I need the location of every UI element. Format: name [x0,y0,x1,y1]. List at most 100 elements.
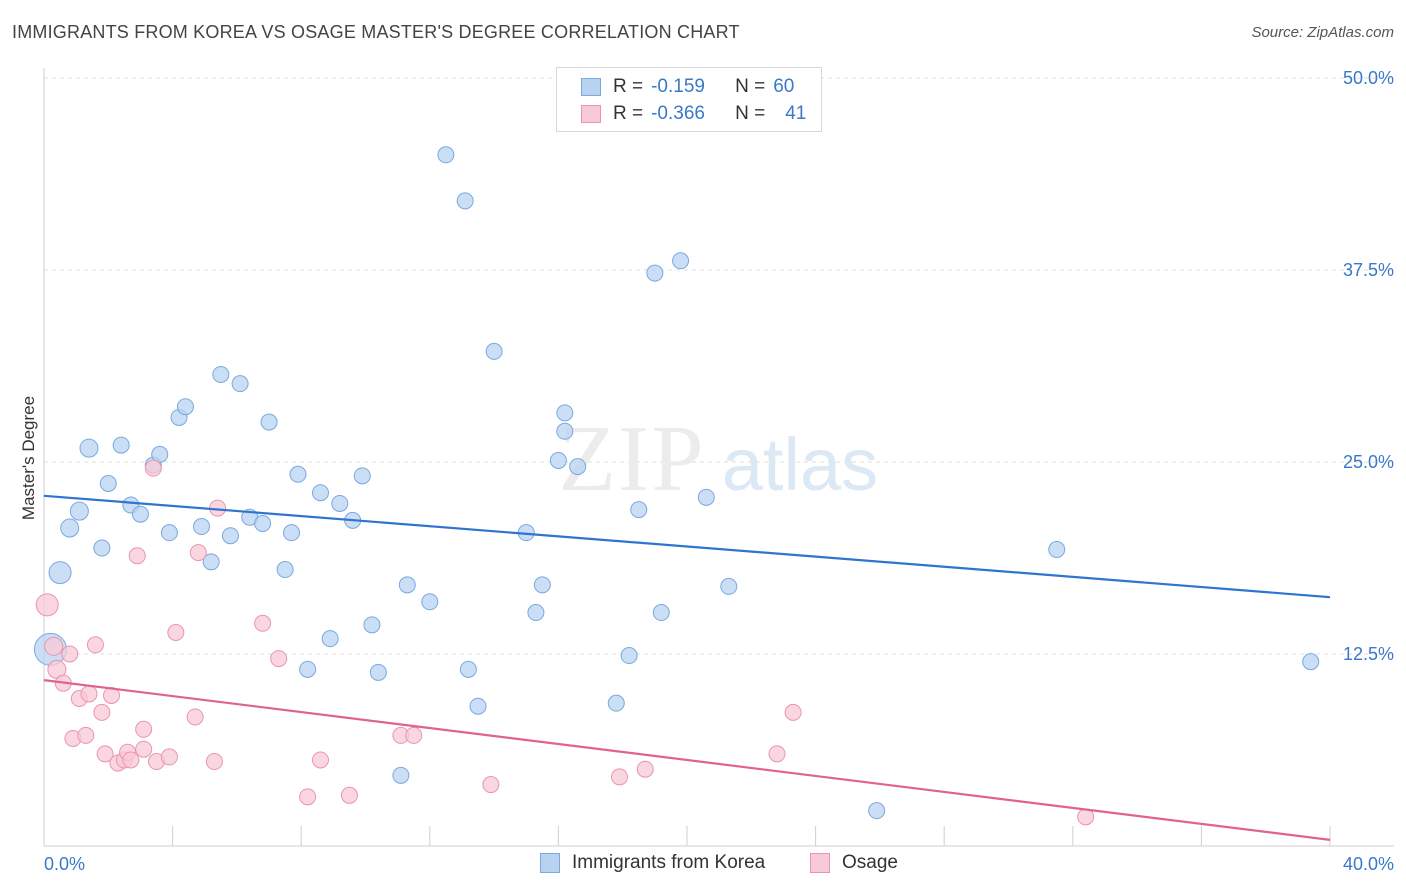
data-point [610,768,628,786]
data-point [93,703,111,721]
legend-n-label: N = [735,76,766,97]
data-point [122,751,140,769]
data-point [289,465,307,483]
data-point [254,514,272,532]
series-swatch-osage [810,853,830,873]
legend-n-value: 41 [785,103,807,124]
data-point [160,748,178,766]
legend-n-value: 60 [773,76,795,97]
data-point [363,616,381,634]
data-point [205,753,223,771]
data-point [231,375,249,393]
data-point [48,561,72,585]
data-point [646,264,664,282]
watermark-atlas: atlas [722,423,878,506]
data-point [672,252,690,270]
legend-swatch-osage [581,105,601,123]
data-point [1302,653,1320,671]
series-legend-osage[interactable]: Osage [810,852,898,874]
x-tick-label-min: 0.0% [44,854,85,874]
data-point [652,604,670,622]
data-point [482,776,500,794]
data-point [1048,541,1066,559]
data-point [86,636,104,654]
data-point [151,445,169,463]
data-point [254,614,272,632]
data-point [697,488,715,506]
data-point [456,192,474,210]
data-point [527,604,545,622]
y-tick-label: 37.5% [1343,260,1394,280]
data-point [176,398,194,416]
data-point [96,745,114,763]
data-point [193,518,211,536]
series-legend-korea[interactable]: Immigrants from Korea [540,852,765,874]
legend-swatch-korea [581,78,601,96]
data-point [276,561,294,579]
data-point [44,636,64,656]
legend-r-label: R = [613,103,644,124]
data-point [607,694,625,712]
data-point [135,720,153,738]
data-point [459,660,477,678]
legend-row-osage: R = -0.366 N = 41 [581,101,806,127]
data-point [768,745,786,763]
data-point [331,494,349,512]
data-point [80,685,98,703]
trend-line-korea [43,494,1331,599]
data-point [61,645,79,663]
data-point [112,436,130,454]
data-point [167,623,185,641]
legend-n-label: N = [735,103,766,124]
data-point [221,527,239,545]
axes [43,68,1394,847]
data-point [60,518,80,538]
data-point [135,740,153,758]
data-point [131,505,149,523]
data-point [260,413,278,431]
data-point [405,726,423,744]
legend-r-value: -0.366 [651,103,705,124]
data-point [549,451,567,469]
data-point [533,576,551,594]
y-tick-label: 25.0% [1343,452,1394,472]
data-point [186,708,204,726]
data-series [33,146,1320,826]
y-axis-title: Master's Degree [19,396,38,520]
data-point [485,342,503,360]
legend-r-value: -0.159 [651,76,705,97]
data-point [784,703,802,721]
data-point [69,501,89,521]
data-point [144,459,162,477]
watermark-zip: ZIP [559,407,706,511]
data-point [299,660,317,678]
data-point [569,458,587,476]
data-point [556,404,574,422]
data-point [311,484,329,502]
data-point [369,663,387,681]
trend-line-osage [43,679,1331,841]
trend-lines [43,494,1331,841]
source-label: Source: ZipAtlas.com [1251,24,1394,41]
data-point [620,647,638,665]
legend-row-korea: R = -0.159 N = 60 [581,74,794,100]
data-point [202,553,220,571]
data-point [469,697,487,715]
stats-legend: R = -0.159 N = 60 R = -0.366 N = 41 [556,67,822,132]
series-osage [35,459,1095,826]
y-tick-label: 12.5% [1343,644,1394,664]
data-point [437,146,455,164]
data-point [93,539,111,557]
series-label-osage: Osage [842,852,898,873]
data-point [283,524,301,542]
data-point [720,577,738,595]
data-point [212,365,230,383]
grid-lines [44,77,1394,655]
data-point [398,576,416,594]
data-point [128,547,146,565]
data-point [311,751,329,769]
series-swatch-korea [540,853,560,873]
data-point [35,593,59,617]
data-point [160,524,178,542]
